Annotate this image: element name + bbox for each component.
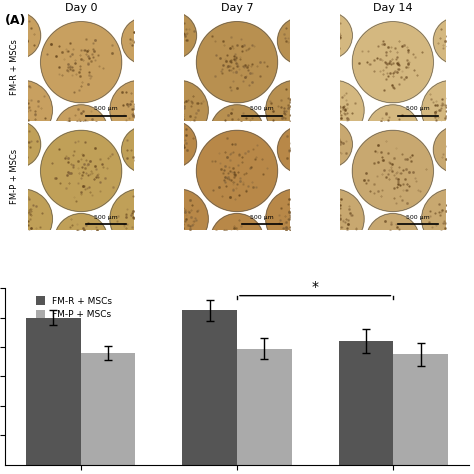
Bar <box>338 341 393 465</box>
Circle shape <box>210 105 264 158</box>
Circle shape <box>352 130 433 211</box>
Legend: FM-R + MSCs, FM-P + MSCs: FM-R + MSCs, FM-P + MSCs <box>33 293 116 323</box>
Text: 500 μm: 500 μm <box>250 215 273 220</box>
Text: 500 μm: 500 μm <box>94 106 118 111</box>
Circle shape <box>422 189 474 249</box>
Circle shape <box>277 126 324 173</box>
Circle shape <box>150 12 197 59</box>
Circle shape <box>266 80 326 140</box>
Circle shape <box>0 121 41 168</box>
Text: 500 μm: 500 μm <box>405 106 429 111</box>
Title: Day 0: Day 0 <box>65 3 97 13</box>
Circle shape <box>0 12 41 59</box>
Circle shape <box>150 121 197 168</box>
Circle shape <box>122 126 169 173</box>
Title: Day 14: Day 14 <box>373 3 413 13</box>
Circle shape <box>210 214 264 267</box>
Circle shape <box>0 80 52 140</box>
Circle shape <box>122 18 169 64</box>
Bar <box>26 318 81 465</box>
Circle shape <box>266 189 326 249</box>
Bar <box>393 355 448 465</box>
Text: 500 μm: 500 μm <box>250 106 273 111</box>
Circle shape <box>41 130 122 211</box>
Text: 500 μm: 500 μm <box>405 215 429 220</box>
Circle shape <box>110 189 170 249</box>
Bar <box>182 310 237 465</box>
Circle shape <box>366 214 419 267</box>
Title: Day 7: Day 7 <box>221 3 253 13</box>
Circle shape <box>148 189 208 249</box>
Circle shape <box>110 80 170 140</box>
Circle shape <box>304 189 364 249</box>
Circle shape <box>305 121 352 168</box>
Text: FM-P + MSCs: FM-P + MSCs <box>10 149 19 204</box>
Text: (A): (A) <box>5 14 26 27</box>
Circle shape <box>0 189 52 249</box>
Circle shape <box>197 22 277 103</box>
Circle shape <box>277 18 324 64</box>
Bar <box>81 353 136 465</box>
Circle shape <box>433 126 474 173</box>
Circle shape <box>433 18 474 64</box>
Circle shape <box>41 22 122 103</box>
Circle shape <box>197 130 277 211</box>
Circle shape <box>422 80 474 140</box>
Circle shape <box>55 105 108 158</box>
Text: 500 μm: 500 μm <box>94 215 118 220</box>
Circle shape <box>305 12 352 59</box>
Circle shape <box>304 80 364 140</box>
Text: *: * <box>312 280 319 294</box>
Bar <box>237 348 292 465</box>
Circle shape <box>366 105 419 158</box>
Circle shape <box>55 214 108 267</box>
Circle shape <box>352 22 433 103</box>
Circle shape <box>148 80 208 140</box>
Text: FM-R + MSCs: FM-R + MSCs <box>10 40 19 95</box>
